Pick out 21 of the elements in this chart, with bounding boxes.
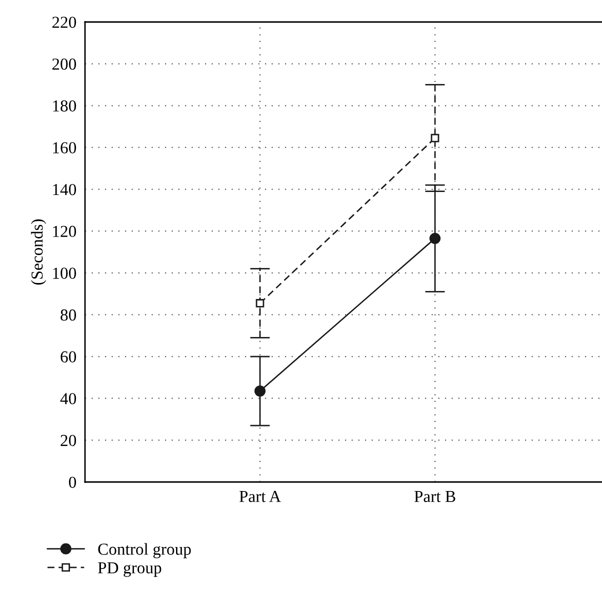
point [430, 134, 440, 142]
y-tick-label: 60 [60, 351, 76, 362]
y-tick-label: 160 [53, 142, 76, 154]
y-tick-label: 100 [53, 268, 76, 279]
x-tick-label: Part B [414, 490, 456, 502]
x-tick-label: Part A [239, 490, 281, 502]
y-axis-title: (Seconds) [30, 219, 46, 285]
y-tick-label: 220 [52, 16, 76, 28]
y-tick-label: 140 [53, 184, 76, 196]
point [256, 299, 264, 308]
y-tick-label: 180 [53, 100, 76, 112]
y-tick-label: 40 [60, 393, 76, 404]
y-tick-label: 200 [52, 58, 76, 70]
y-tick-label: 80 [60, 309, 76, 321]
point [254, 385, 266, 397]
legend-label: PD group [98, 562, 162, 577]
point [429, 232, 441, 244]
y-tick-label: 0 [68, 476, 76, 488]
legend-label: Control group [98, 543, 191, 558]
y-tick-label: 120 [53, 226, 76, 238]
y-tick-label: 20 [60, 434, 76, 446]
